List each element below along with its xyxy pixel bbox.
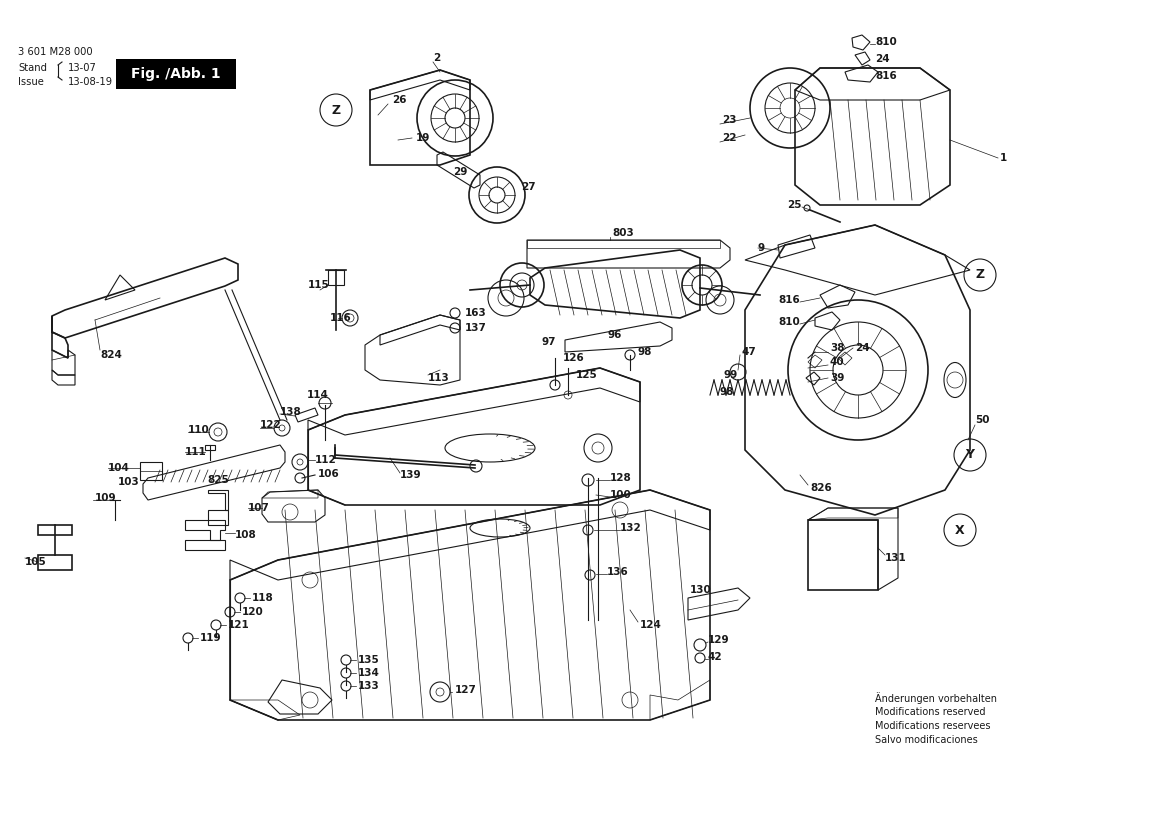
- Text: Salvo modificaciones: Salvo modificaciones: [876, 735, 977, 745]
- Text: Modifications reservees: Modifications reservees: [876, 721, 990, 731]
- Text: 105: 105: [25, 557, 47, 567]
- Text: 22: 22: [722, 133, 736, 143]
- Text: 103: 103: [118, 477, 140, 487]
- Text: 110: 110: [188, 425, 209, 435]
- Text: Änderungen vorbehalten: Änderungen vorbehalten: [876, 692, 997, 704]
- Text: 120: 120: [242, 607, 264, 617]
- Text: 39: 39: [830, 373, 844, 383]
- Text: 137: 137: [465, 323, 486, 333]
- Text: 135: 135: [358, 655, 380, 665]
- Text: 96: 96: [607, 330, 622, 340]
- Text: 133: 133: [358, 681, 380, 691]
- Text: 131: 131: [885, 553, 907, 563]
- Text: 121: 121: [228, 620, 250, 630]
- Text: 1: 1: [999, 153, 1008, 163]
- Text: 47: 47: [742, 347, 756, 357]
- Text: 98: 98: [638, 347, 652, 357]
- Text: 19: 19: [416, 133, 430, 143]
- Text: 139: 139: [400, 470, 422, 480]
- Text: 122: 122: [260, 420, 282, 430]
- Text: Modifications reserved: Modifications reserved: [876, 707, 985, 717]
- Text: 13-08-19: 13-08-19: [68, 77, 113, 87]
- Text: 98: 98: [720, 387, 734, 397]
- Text: 132: 132: [620, 523, 642, 533]
- Text: 127: 127: [455, 685, 477, 695]
- Text: 129: 129: [708, 635, 729, 645]
- Text: Fig. /Abb. 1: Fig. /Abb. 1: [131, 67, 221, 81]
- Text: 42: 42: [708, 652, 722, 662]
- Text: 816: 816: [779, 295, 800, 305]
- Text: 38: 38: [830, 343, 844, 353]
- Text: 824: 824: [101, 350, 122, 360]
- Text: 111: 111: [185, 447, 207, 457]
- Text: 810: 810: [876, 37, 897, 47]
- Text: 97: 97: [541, 337, 555, 347]
- Text: 2: 2: [433, 53, 441, 63]
- Text: 100: 100: [610, 490, 631, 500]
- Text: Z: Z: [975, 268, 984, 282]
- Text: 13-07: 13-07: [68, 63, 97, 73]
- Text: Y: Y: [966, 449, 975, 462]
- Text: 134: 134: [358, 668, 380, 678]
- Text: 128: 128: [610, 473, 631, 483]
- Text: 113: 113: [428, 373, 450, 383]
- Text: 27: 27: [521, 182, 535, 192]
- Text: 29: 29: [454, 167, 468, 177]
- Text: X: X: [955, 524, 964, 537]
- Text: Issue: Issue: [18, 77, 44, 87]
- Text: 109: 109: [95, 493, 117, 503]
- Text: 125: 125: [576, 370, 597, 380]
- Text: 107: 107: [248, 503, 270, 513]
- Text: 24: 24: [855, 343, 870, 353]
- Text: 99: 99: [722, 370, 738, 380]
- Text: 816: 816: [876, 71, 897, 81]
- Text: 124: 124: [639, 620, 662, 630]
- Text: 810: 810: [779, 317, 800, 327]
- Text: 136: 136: [607, 567, 629, 577]
- Text: 40: 40: [830, 357, 845, 367]
- Text: Z: Z: [332, 103, 340, 116]
- Text: 112: 112: [314, 455, 337, 465]
- Text: 118: 118: [253, 593, 274, 603]
- Text: 50: 50: [975, 415, 989, 425]
- Text: 803: 803: [613, 228, 634, 238]
- Text: 138: 138: [281, 407, 302, 417]
- FancyBboxPatch shape: [116, 59, 236, 89]
- Text: 24: 24: [876, 54, 890, 64]
- Text: 108: 108: [235, 530, 257, 540]
- Text: 126: 126: [563, 353, 584, 363]
- Text: 163: 163: [465, 308, 486, 318]
- Text: 26: 26: [392, 95, 407, 105]
- Text: 25: 25: [788, 200, 802, 210]
- Text: 9: 9: [758, 243, 766, 253]
- Text: 825: 825: [207, 475, 229, 485]
- Text: 3 601 M28 000: 3 601 M28 000: [18, 47, 92, 57]
- Text: 826: 826: [810, 483, 832, 493]
- Bar: [140, 462, 162, 480]
- Text: 119: 119: [200, 633, 222, 643]
- Text: 106: 106: [318, 469, 340, 479]
- Text: 23: 23: [722, 115, 736, 125]
- Text: 115: 115: [307, 280, 330, 290]
- Text: Stand: Stand: [18, 63, 47, 73]
- Text: 130: 130: [690, 585, 712, 595]
- Text: 104: 104: [108, 463, 130, 473]
- Text: 116: 116: [330, 313, 352, 323]
- Text: 114: 114: [307, 390, 328, 400]
